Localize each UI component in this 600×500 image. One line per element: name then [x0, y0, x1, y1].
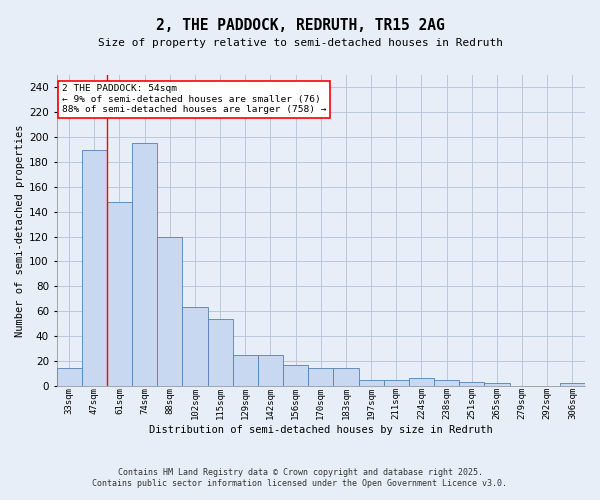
- Bar: [434, 380, 459, 386]
- Bar: [308, 368, 334, 386]
- Bar: [359, 380, 383, 386]
- Text: 2, THE PADDOCK, REDRUTH, TR15 2AG: 2, THE PADDOCK, REDRUTH, TR15 2AG: [155, 18, 445, 32]
- Bar: [82, 150, 107, 386]
- Bar: [107, 202, 132, 386]
- Bar: [132, 144, 157, 386]
- Text: 2 THE PADDOCK: 54sqm
← 9% of semi-detached houses are smaller (76)
88% of semi-d: 2 THE PADDOCK: 54sqm ← 9% of semi-detach…: [62, 84, 326, 114]
- Bar: [157, 236, 182, 386]
- X-axis label: Distribution of semi-detached houses by size in Redruth: Distribution of semi-detached houses by …: [149, 425, 493, 435]
- Bar: [182, 308, 208, 386]
- Y-axis label: Number of semi-detached properties: Number of semi-detached properties: [15, 124, 25, 336]
- Bar: [334, 368, 359, 386]
- Bar: [560, 384, 585, 386]
- Bar: [484, 384, 509, 386]
- Bar: [233, 354, 258, 386]
- Bar: [459, 382, 484, 386]
- Bar: [409, 378, 434, 386]
- Bar: [56, 368, 82, 386]
- Bar: [258, 354, 283, 386]
- Text: Size of property relative to semi-detached houses in Redruth: Size of property relative to semi-detach…: [97, 38, 503, 48]
- Bar: [283, 364, 308, 386]
- Bar: [383, 380, 409, 386]
- Text: Contains HM Land Registry data © Crown copyright and database right 2025.
Contai: Contains HM Land Registry data © Crown c…: [92, 468, 508, 487]
- Bar: [208, 318, 233, 386]
